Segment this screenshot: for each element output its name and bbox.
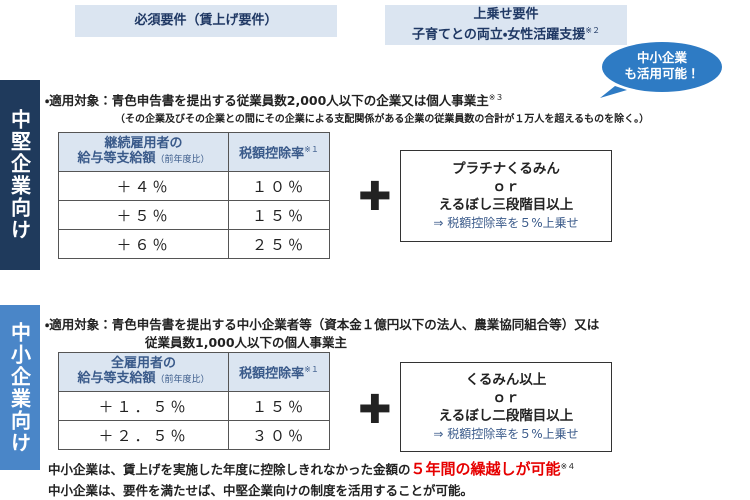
bonus-text: くるみん以上 [465,372,547,388]
header-text: 税額控除率 [239,366,305,382]
plus: ✚ [358,387,392,433]
required-header: 必須要件（賃上げ要件） [75,5,337,37]
header-text: 必須要件（賃上げ要件） [134,13,278,28]
target: ・適用対象：青色申告書を提出する従業員数2,000人以下の企業又は個人事業主※３ [45,90,504,109]
cell: １５％ [228,391,330,421]
header-text: 継続雇用者の [104,136,183,151]
cell: ＋６％ [58,229,229,259]
bonus-box: プラチナくるみん ｏｒ えるぼし三段階目以上 ⇒ 税額控除率を５%上乗せ [400,150,612,242]
bonus-text: えるぼし三段階目以上 [438,197,574,213]
cell: ２５％ [228,229,330,259]
bonus-text: ⇒ 税額控除率を５%上乗せ [433,216,579,230]
bubble-text: 中小企業 [637,50,688,65]
target-text: ・適用対象：青色申告書を提出する中小企業者等（資本金１億円以下の法人、農業協同組… [45,317,600,332]
bonus-text: えるぼし二段階目以上 [438,408,574,424]
note-mark: ※２ [585,25,600,35]
header-text: 上乗せ要件 [473,6,539,22]
header-text: 税額控除率 [239,146,305,162]
bubble-text: も活用可能！ [624,66,699,81]
section-label: 中堅企業向け [0,80,40,270]
note-mark: ※３ [488,92,504,102]
cell: １５％ [228,200,330,230]
header-cell: 税額控除率※１ [228,132,330,172]
label-text: 中堅企業向け [7,109,32,241]
cell: ３０％ [228,420,330,450]
target-text: ・適用対象：青色申告書を提出する従業員数2,000人以下の企業又は個人事業主 [45,93,489,108]
table: 継続雇用者の 給与等支給額（前年度比） 税額控除率※１ ＋４％ １０％ ＋５％ １５％… [58,132,330,259]
header-cell: 税額控除率※１ [228,352,330,392]
footer-highlight: ５年間の繰越しが可能 [410,460,561,478]
bonus-text: ｏｒ [492,179,520,195]
note-mark: ※１ [304,145,319,155]
section-label: 中小企業向け [0,305,40,470]
note-mark: ※１ [304,365,319,375]
target-text: 従業員数1,000人以下の個人事業主 [145,335,348,350]
header-text: 子育てとの両立・女性活躍支援 [412,27,586,43]
header-text: （前年度比） [155,155,210,165]
header-cell: 継続雇用者の 給与等支給額（前年度比） [58,132,229,172]
bonus-text: ⇒ 税額控除率を５%上乗せ [433,427,579,441]
header-text: （前年度比） [155,375,210,385]
footer-text: 中小企業は、賃上げを実施した年度に控除しきれなかった金額の [48,462,411,477]
bonus-box: くるみん以上 ｏｒ えるぼし二段階目以上 ⇒ 税額控除率を５%上乗せ [400,362,612,452]
note-mark: ※４ [560,461,576,471]
bonus-text: プラチナくるみん [452,161,560,177]
exclusion: （その企業及びその企業との間にその企業による支配関係がある企業の従業員数の合計が… [115,114,650,125]
bubble: 中小企業 も活用可能！ [600,42,722,98]
cell: ＋２．５％ [58,420,229,450]
cell: ＋４％ [58,171,229,201]
header-text: 給与等支給額 [77,151,156,166]
table: 全雇用者の 給与等支給額（前年度比） 税額控除率※１ ＋１．５％ １５％ ＋２．５％… [58,352,330,450]
cell: ＋１．５％ [58,391,229,421]
header-text: 給与等支給額 [77,371,156,386]
header-cell: 全雇用者の 給与等支給額（前年度比） [58,352,229,392]
additional-header: 上乗せ要件 子育てとの両立・女性活躍支援※２ [385,5,627,45]
cell: １０％ [228,171,330,201]
cell: ＋５％ [58,200,229,230]
label-text: 中小企業向け [7,321,32,454]
bonus-text: ｏｒ [492,390,520,406]
footer-line: 中小企業は、賃上げを実施した年度に控除しきれなかった金額の５年間の繰越しが可能※… [48,458,575,479]
footer-text: 中小企業は、要件を満たせば、中堅企業向けの制度を活用することが可能。 [48,483,474,498]
header-text: 全雇用者の [110,356,176,371]
plus: ✚ [358,174,392,220]
